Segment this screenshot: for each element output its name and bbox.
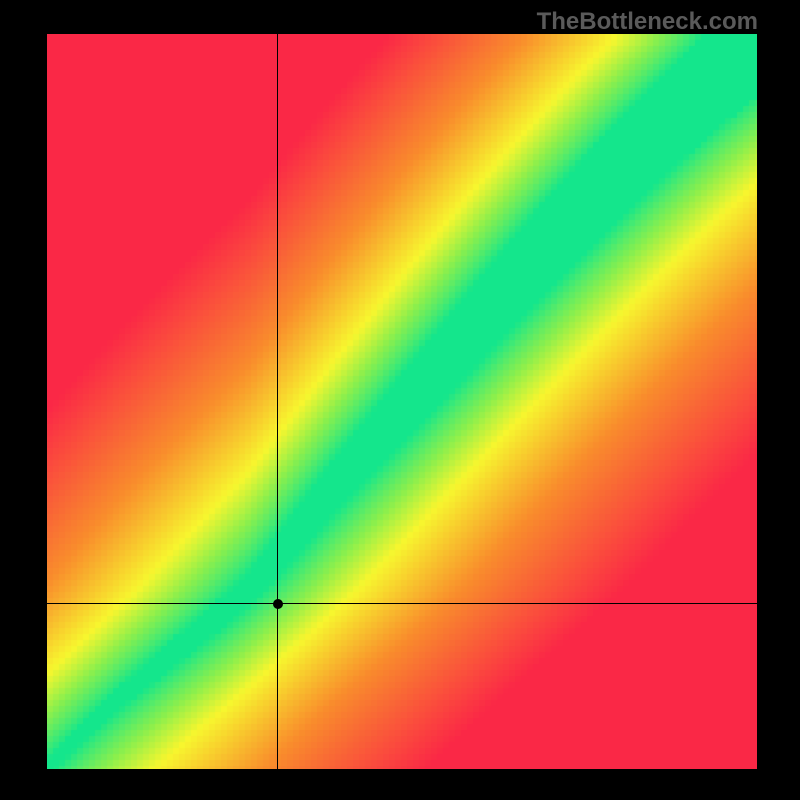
bottleneck-heatmap-canvas bbox=[47, 34, 757, 769]
watermark-text: TheBottleneck.com bbox=[537, 8, 758, 36]
crosshair-marker-dot bbox=[273, 599, 283, 609]
crosshair-horizontal bbox=[47, 603, 757, 604]
plot-area bbox=[47, 34, 757, 769]
crosshair-vertical bbox=[277, 34, 278, 769]
